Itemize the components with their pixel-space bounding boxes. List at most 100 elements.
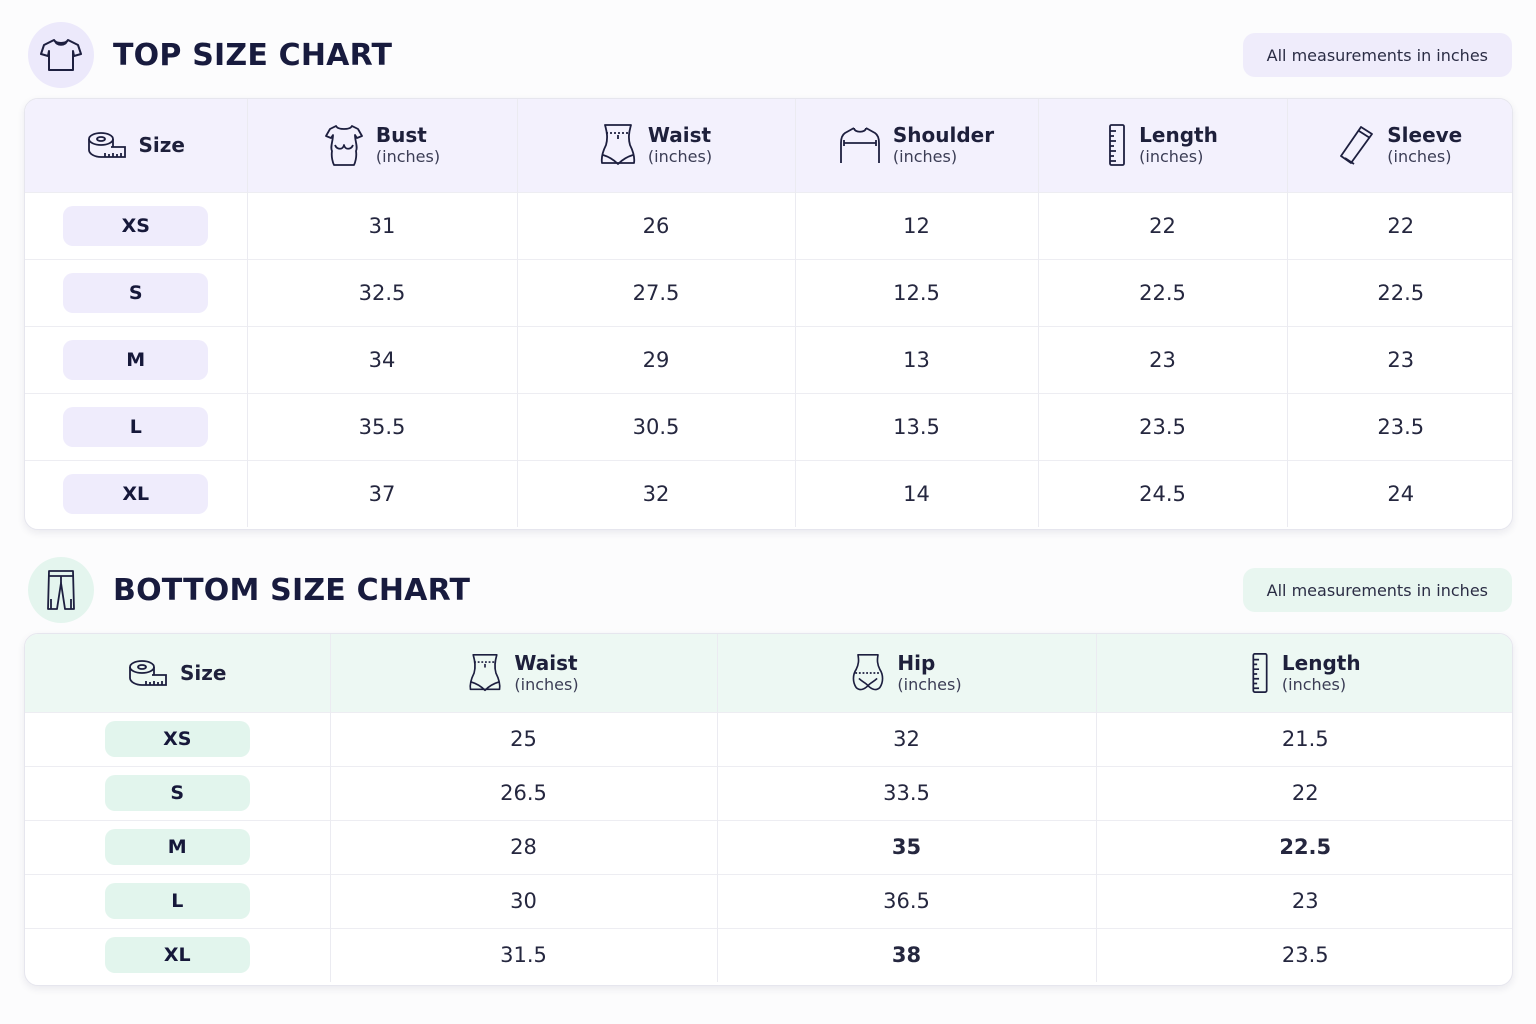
table-cell: 32 <box>517 459 796 527</box>
ruler-icon <box>1107 123 1127 167</box>
table-cell: 32 <box>717 711 1097 766</box>
bottom-hip-header: Hip (inches) <box>717 634 1097 712</box>
size-badge: M <box>104 829 250 865</box>
top-measurement-note: All measurements in inches <box>1242 33 1512 77</box>
bottom-chart-title: BOTTOM SIZE CHART <box>113 572 471 608</box>
hip-header-label: Hip <box>897 650 936 675</box>
size-badge: XS <box>63 205 209 246</box>
bottom-section-header: BOTTOM SIZE CHART All measurements in in… <box>28 555 1512 625</box>
table-cell: 23.5 <box>1096 927 1512 982</box>
top-size-table: Size Bust (inches) <box>25 99 1512 527</box>
sleeve-header-label: Sleeve <box>1387 123 1463 148</box>
table-cell: 22 <box>1096 765 1512 820</box>
table-row: M 34 29 13 23 23 <box>25 325 1512 393</box>
table-cell: 26 <box>517 191 796 259</box>
table-cell: 13.5 <box>795 392 1039 460</box>
hip-icon <box>851 653 885 693</box>
sleeve-icon <box>1339 125 1375 165</box>
top-length-header-label: Length <box>1139 123 1218 148</box>
bust-header-label: Bust <box>375 123 427 148</box>
table-cell: 23 <box>1287 325 1512 393</box>
table-cell: 12.5 <box>795 258 1039 326</box>
shoulder-header-unit: (inches) <box>892 147 958 167</box>
table-row: S 26.5 33.5 22 <box>25 765 1512 820</box>
size-badge: L <box>104 883 250 919</box>
table-row: XL 37 32 14 24.5 24 <box>25 459 1512 527</box>
top-size-header-label: Size <box>138 133 185 158</box>
top-size-table-card: Size Bust (inches) <box>24 98 1513 530</box>
sleeve-header-unit: (inches) <box>1387 147 1452 167</box>
table-cell: 22.5 <box>1038 258 1288 326</box>
bust-icon <box>324 123 364 167</box>
table-row: L 30 36.5 23 <box>25 873 1512 928</box>
table-cell: 26.5 <box>330 765 718 820</box>
table-cell: 27.5 <box>517 258 796 326</box>
size-badge: XS <box>104 721 250 757</box>
table-cell: 35 <box>717 819 1097 874</box>
top-waist-header-label: Waist <box>647 123 712 148</box>
size-badge: XL <box>104 937 250 974</box>
waist-icon <box>468 653 502 693</box>
top-bust-header: Bust (inches) <box>247 99 518 192</box>
table-cell: 24.5 <box>1038 459 1288 527</box>
table-cell: 30.5 <box>517 392 796 460</box>
shoulder-header-label: Shoulder <box>892 123 995 148</box>
table-cell: 31 <box>247 191 518 259</box>
table-row: M 28 35 22.5 <box>25 819 1512 874</box>
size-cell: XL <box>25 927 331 982</box>
table-cell: 34 <box>247 325 518 393</box>
table-cell: 22.5 <box>1287 258 1512 326</box>
table-cell: 24 <box>1287 459 1512 527</box>
table-cell: 23.5 <box>1038 392 1288 460</box>
bottom-waist-header: Waist (inches) <box>330 634 718 712</box>
table-cell: 28 <box>330 819 718 874</box>
table-row: L 35.5 30.5 13.5 23.5 23.5 <box>25 392 1512 460</box>
table-cell: 35.5 <box>247 392 518 460</box>
table-row: S 32.5 27.5 12.5 22.5 22.5 <box>25 258 1512 326</box>
top-waist-header-unit: (inches) <box>647 147 713 167</box>
table-cell: 22 <box>1038 191 1288 259</box>
waist-icon <box>600 123 636 167</box>
bottom-size-header-label: Size <box>180 660 227 685</box>
table-cell: 30 <box>330 873 718 928</box>
top-length-header-unit: (inches) <box>1139 147 1204 167</box>
top-length-header: Length (inches) <box>1038 99 1288 192</box>
table-cell: 13 <box>795 325 1039 393</box>
table-cell: 14 <box>795 459 1039 527</box>
top-section-header: TOP SIZE CHART All measurements in inche… <box>28 20 1512 90</box>
size-badge: L <box>63 406 209 447</box>
top-size-header: Size <box>25 99 248 192</box>
bottom-length-header-unit: (inches) <box>1281 674 1347 694</box>
pants-icon <box>28 557 94 623</box>
size-cell: XS <box>25 711 331 766</box>
top-chart-title: TOP SIZE CHART <box>113 37 393 73</box>
bottom-size-header: Size <box>25 634 331 712</box>
size-badge: M <box>63 339 209 380</box>
size-cell: S <box>25 258 248 326</box>
size-cell: S <box>25 765 331 820</box>
tape-measure-icon <box>87 130 127 160</box>
tape-measure-icon <box>128 658 168 688</box>
tshirt-icon <box>28 22 94 88</box>
bottom-length-header-label: Length <box>1281 650 1361 675</box>
top-shoulder-header: Shoulder (inches) <box>795 99 1039 192</box>
size-cell: XL <box>25 459 248 527</box>
table-cell: 23.5 <box>1287 392 1512 460</box>
table-cell: 32.5 <box>247 258 518 326</box>
table-row: XL 31.5 38 23.5 <box>25 927 1512 982</box>
size-cell: XS <box>25 191 248 259</box>
table-cell: 12 <box>795 191 1039 259</box>
table-cell: 22 <box>1287 191 1512 259</box>
size-cell: L <box>25 873 331 928</box>
table-cell: 38 <box>717 927 1097 982</box>
ruler-icon <box>1250 652 1270 694</box>
size-badge: XL <box>63 473 209 514</box>
bottom-measurement-note: All measurements in inches <box>1242 568 1512 612</box>
top-sleeve-header: Sleeve (inches) <box>1287 99 1512 192</box>
size-cell: L <box>25 392 248 460</box>
table-cell: 25 <box>330 711 718 766</box>
table-cell: 23 <box>1096 873 1512 928</box>
bottom-waist-header-label: Waist <box>514 650 578 675</box>
size-badge: S <box>63 272 209 313</box>
table-cell: 23 <box>1038 325 1288 393</box>
